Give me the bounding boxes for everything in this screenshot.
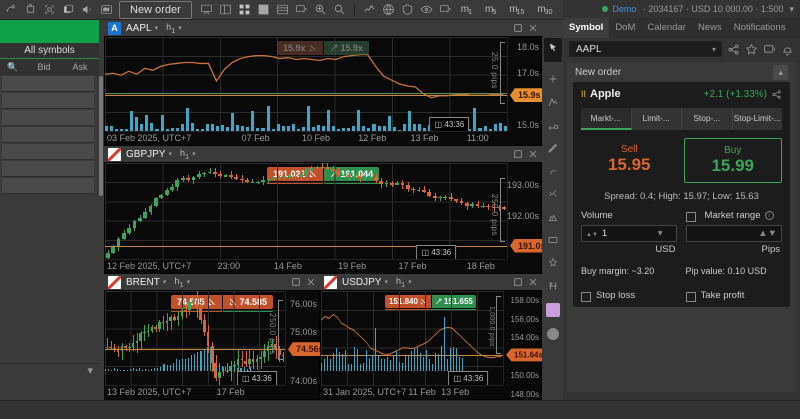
svg-text:EN: EN: [103, 7, 109, 12]
